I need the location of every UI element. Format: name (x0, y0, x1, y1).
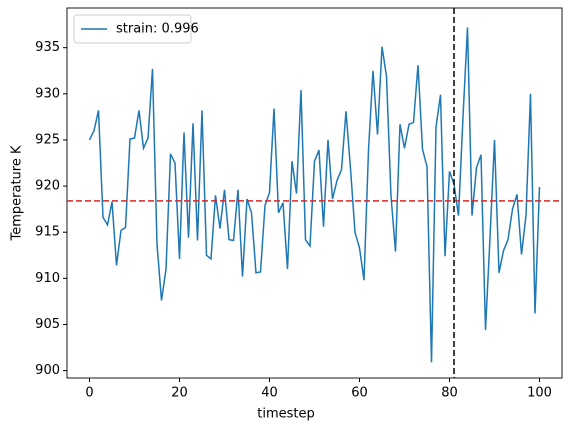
y-tick-label: 915 (35, 225, 60, 240)
legend-box (73, 14, 192, 44)
x-tick-label: 80 (441, 386, 458, 401)
x-tick-label: 20 (171, 386, 188, 401)
y-tick-label: 910 (35, 271, 60, 286)
x-tick-label: 0 (85, 386, 93, 401)
legend-label: strain: 0.996 (116, 22, 199, 37)
x-axis-label: timestep (257, 407, 315, 422)
y-tick-label: 925 (35, 132, 60, 147)
y-tick-label: 935 (35, 40, 60, 55)
x-tick-label: 60 (351, 386, 368, 401)
x-tick-label: 40 (261, 386, 278, 401)
y-tick-label: 920 (35, 179, 60, 194)
y-axis-label: Temperature K (10, 145, 25, 241)
y-tick-label: 930 (35, 86, 60, 101)
x-tick-label: 100 (527, 386, 552, 401)
y-tick-label: 900 (35, 363, 60, 378)
line (88, 27, 541, 363)
y-tick-label: 905 (35, 317, 60, 332)
plot-frame (66, 7, 563, 379)
